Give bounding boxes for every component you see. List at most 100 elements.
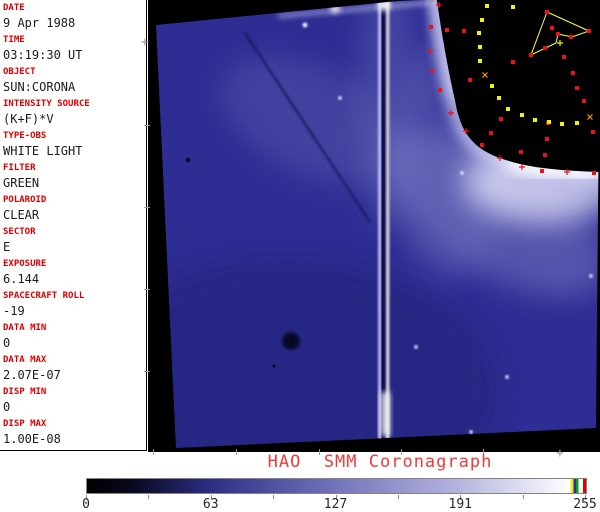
red-square-marker [591, 130, 595, 134]
colorbar-tick [210, 495, 212, 500]
frame-tick [319, 449, 320, 455]
dark-spot [280, 330, 302, 352]
frame-tick-plus-left: + [141, 35, 149, 50]
colorbar-tick-label: 0 [82, 497, 90, 512]
red-square-marker [543, 46, 547, 50]
yellow-square-marker [478, 45, 482, 49]
colorbar-tick [335, 495, 337, 500]
sidebar-field: TIME 03:19:30 UT [0, 34, 146, 66]
yellow-square-marker [520, 113, 524, 117]
colorbar-minor-tick [397, 495, 399, 499]
sidebar-field-label: DISP MIN [3, 387, 47, 397]
frame-tick [144, 371, 150, 372]
frame-tick [144, 207, 150, 208]
red-square-marker [545, 10, 549, 14]
yellow-square-marker [490, 84, 494, 88]
colorbar-tick [86, 495, 87, 500]
star-marker [338, 96, 342, 100]
red-square-marker [462, 29, 466, 33]
yellow-square-marker [485, 4, 489, 8]
sidebar-field-label: DISP MAX [3, 419, 47, 429]
star-marker [460, 171, 464, 175]
colorbar-tick-label: 127 [323, 497, 348, 512]
sidebar-field: OBJECT SUN:CORONA [0, 66, 146, 98]
sidebar-field-value: 1.00E-08 [3, 432, 61, 446]
sidebar-field-value: (K+F)*V [3, 112, 54, 126]
frame-tick [483, 449, 484, 455]
sidebar-field-value: 03:19:30 UT [3, 48, 83, 62]
yellow-square-marker [477, 31, 481, 35]
red-plus-marker [564, 169, 570, 175]
yellow-square-marker [575, 121, 579, 125]
red-square-marker [556, 32, 560, 36]
star-marker [302, 22, 308, 28]
sidebar-field: FILTER GREEN [0, 162, 146, 194]
sidebar-field-value: E [3, 240, 11, 254]
red-square-marker [438, 88, 442, 92]
coronagraph-image [156, 0, 600, 448]
star-marker [414, 345, 418, 349]
yellow-square-marker [480, 18, 484, 22]
colorbar-tick-label: 255 [573, 497, 597, 512]
sidebar-field-label: SPACECRAFT ROLL [3, 291, 85, 301]
red-square-marker [592, 171, 596, 175]
sidebar-field: DISP MAX 1.00E-08 [0, 418, 146, 450]
sidebar-field-value: 6.144 [3, 272, 40, 286]
dark-spot [185, 157, 191, 163]
red-plus-marker [497, 155, 503, 161]
red-square-marker [587, 29, 591, 33]
yellow-square-marker [497, 96, 501, 100]
sidebar-field-value: -19 [3, 304, 25, 318]
frame-tick [236, 449, 237, 455]
yellow-square-marker [547, 120, 551, 124]
sidebar-field-value: GREEN [3, 176, 40, 190]
sidebar-field: TYPE-OBS WHITE LIGHT [0, 130, 146, 162]
yellow-square-marker [533, 118, 537, 122]
sidebar-field-label: DATA MAX [3, 355, 47, 365]
red-plus-marker [436, 2, 442, 8]
red-square-marker [499, 117, 503, 121]
star-marker [505, 375, 509, 379]
sidebar-field: DATA MIN 0 [0, 322, 146, 354]
sidebar-field: POLAROID CLEAR [0, 194, 146, 226]
red-plus-marker [463, 128, 469, 134]
red-square-marker [468, 78, 472, 82]
star-marker [589, 274, 593, 278]
sidebar-field-label: SECTOR [3, 227, 36, 237]
sidebar-field-label: OBJECT [3, 67, 36, 77]
sidebar-field: SPACECRAFT ROLL -19 [0, 290, 146, 322]
red-square-marker [582, 99, 586, 103]
sidebar-field-label: DATA MIN [3, 323, 47, 333]
pylon [378, 0, 390, 448]
red-square-marker [569, 35, 573, 39]
colorbar-tick-label: 63 [202, 497, 219, 512]
frame-tick [144, 289, 150, 290]
red-plus-marker [519, 164, 525, 170]
red-square-marker [575, 86, 579, 90]
red-square-marker [571, 71, 575, 75]
sidebar-field-value: 9 Apr 1988 [3, 16, 76, 30]
sidebar-field-value: 0 [3, 400, 11, 414]
frame-tick-plus-bottom: + [556, 446, 564, 461]
colorbar [86, 478, 587, 494]
frame-tick [144, 125, 150, 126]
sidebar-field-value: WHITE LIGHT [3, 144, 83, 158]
sidebar-field-label: TIME [3, 35, 25, 45]
red-square-marker [545, 137, 549, 141]
sidebar-field-value: SUN:CORONA [3, 80, 76, 94]
red-square-marker [445, 28, 449, 32]
sidebar-field: DATE 9 Apr 1988 [0, 2, 146, 34]
red-plus-marker [429, 68, 435, 74]
top-edge-glow [277, 0, 439, 18]
orange-x-marker [587, 114, 593, 120]
sidebar-field-value: CLEAR [3, 208, 40, 222]
colorbar-tick [585, 495, 586, 500]
sidebar-field: DISP MIN 0 [0, 386, 146, 418]
colorbar-tick-label: 191 [448, 497, 472, 512]
red-square-marker [519, 150, 523, 154]
red-square-marker [543, 153, 547, 157]
sidebar-field-label: POLAROID [3, 195, 47, 205]
metadata-sidebar: DATE 9 Apr 1988 TIME 03:19:30 UT OBJECT SUN:C… [0, 0, 147, 451]
sidebar-field: SECTOR E [0, 226, 146, 258]
